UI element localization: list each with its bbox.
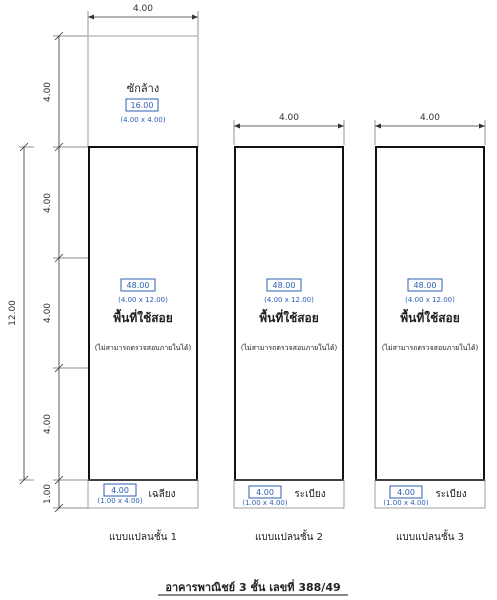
floor3-main-note: (ไม่สามารถตรวจสอบภายในได้) (382, 343, 479, 352)
floor3-balcony-area-box (389, 485, 423, 499)
floor3-main-label: พื้นที่ใช้สอย (400, 308, 460, 325)
floor3-balcony-room (374, 479, 486, 509)
floor2-balcony-size: (1.00 x 4.00) (242, 499, 287, 507)
floor2-main-note: (ไม่สามารถตรวจสอบภายในได้) (241, 343, 338, 352)
floor3-main-area-box (407, 278, 443, 292)
floor1-laundry-label: ซักล้าง (127, 82, 159, 95)
floor2-main-area-box (266, 278, 302, 292)
floor3-width-label: 4.00 (420, 113, 440, 123)
floor1-porch-area-box (103, 483, 137, 497)
floor1-porch-room (87, 479, 199, 509)
floor1-overall-label: 12.00 (8, 300, 18, 326)
floor3-top-width-dimension: 4.00 (374, 113, 486, 145)
floor3-main-size: (4.00 x 12.00) (405, 296, 455, 304)
floor1-dim-segment-1: 4.00 (43, 82, 53, 102)
floor1-overall-dimension: 12.00 (8, 142, 34, 485)
floor2-balcony-room (233, 479, 345, 509)
floor1-laundry-area: 16.00 (131, 101, 154, 110)
floor1-porch-area: 4.00 (111, 486, 129, 495)
floor3-caption: แบบแปลนชั้น 3 (396, 529, 464, 543)
floor1-main-note: (ไม่สามารถตรวจสอบภายในได้) (95, 343, 192, 352)
floor1-main-area-box (120, 278, 156, 292)
plan-title: อาคารพาณิชย์ 3 ชั้น เลขที่ 388/49 (165, 579, 340, 594)
floor1-laundry-area-box (125, 98, 159, 112)
floor1-width-label: 4.00 (133, 4, 153, 14)
floor1-main-area: 48.00 (127, 281, 150, 290)
floor2-main-area: 48.00 (273, 281, 296, 290)
floor2-top-width-dimension: 4.00 (233, 113, 345, 145)
floor1-dim-segment-2: 4.00 (43, 193, 53, 213)
floor2-main-label: พื้นที่ใช้สอย (259, 308, 319, 325)
floor1-main-label: พื้นที่ใช้สอย (113, 308, 173, 325)
floor2-caption: แบบแปลนชั้น 2 (255, 529, 323, 543)
floor3-main-area: 48.00 (414, 281, 437, 290)
floor3-balcony-area: 4.00 (397, 488, 415, 497)
floor1-caption: แบบแปลนชั้น 1 (109, 529, 177, 543)
floor1-laundry-size: (4.00 x 4.00) (120, 116, 165, 124)
floor2-width-label: 4.00 (279, 113, 299, 123)
floor2-main-size: (4.00 x 12.00) (264, 296, 314, 304)
floor1-dim-segment-3: 4.00 (43, 303, 53, 323)
floor1-main-size: (4.00 x 12.00) (118, 296, 168, 304)
floor1-dim-front: 1.00 (43, 484, 53, 504)
floor2-balcony-label: ระเบียง (294, 488, 325, 500)
floor3-balcony-size: (1.00 x 4.00) (383, 499, 428, 507)
floor2-balcony-area: 4.00 (256, 488, 274, 497)
floor3-balcony-label: ระเบียง (435, 488, 466, 500)
floor1-top-width-dimension: 4.00 (87, 4, 199, 35)
floor2-balcony-area-box (248, 485, 282, 499)
floor1-porch-label: เฉลียง (148, 488, 175, 500)
floor1-dim-segment-4: 4.00 (43, 414, 53, 434)
floor1-porch-size: (1.00 x 4.00) (97, 497, 142, 505)
floor1-left-dimension-chain: 4.00 4.00 4.00 4.00 1.00 (43, 31, 88, 513)
